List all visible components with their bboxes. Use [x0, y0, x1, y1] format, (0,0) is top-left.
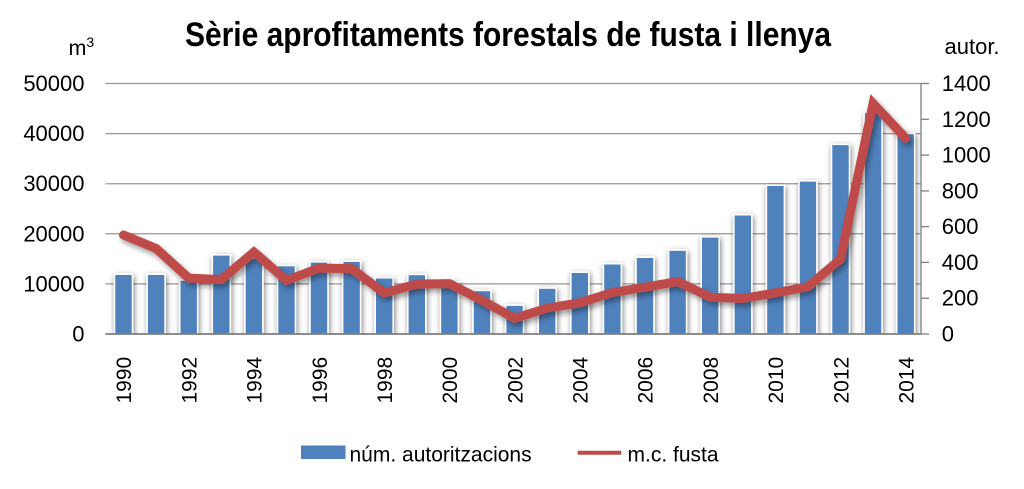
svg-text:30000: 30000 [23, 171, 84, 196]
svg-text:1998: 1998 [374, 357, 397, 404]
svg-text:m3: m3 [69, 34, 95, 60]
svg-text:1992: 1992 [178, 357, 201, 404]
svg-text:2002: 2002 [504, 357, 527, 404]
svg-text:1990: 1990 [113, 357, 136, 404]
svg-text:2010: 2010 [765, 357, 788, 404]
svg-text:1000: 1000 [942, 143, 991, 168]
svg-text:Sèrie aprofitaments forestals: Sèrie aprofitaments forestals de fusta i… [185, 16, 832, 54]
svg-text:2012: 2012 [830, 357, 853, 404]
svg-text:50000: 50000 [23, 71, 84, 96]
svg-text:núm. autoritzacions: núm. autoritzacions [350, 444, 532, 467]
svg-text:0: 0 [942, 322, 954, 347]
svg-text:2004: 2004 [570, 356, 593, 403]
svg-text:2006: 2006 [635, 357, 658, 404]
svg-text:600: 600 [942, 214, 979, 239]
svg-text:200: 200 [942, 286, 979, 311]
svg-text:400: 400 [942, 250, 979, 275]
svg-text:1400: 1400 [942, 71, 991, 96]
svg-text:0: 0 [72, 322, 84, 347]
svg-text:2000: 2000 [439, 357, 462, 404]
svg-text:20000: 20000 [23, 221, 84, 246]
svg-text:2008: 2008 [700, 357, 723, 404]
svg-text:1994: 1994 [244, 356, 267, 403]
svg-text:40000: 40000 [23, 121, 84, 146]
svg-text:2014: 2014 [896, 356, 919, 403]
svg-text:10000: 10000 [23, 271, 84, 296]
svg-text:1200: 1200 [942, 107, 991, 132]
svg-text:1996: 1996 [309, 357, 332, 404]
svg-text:autor.: autor. [945, 34, 1000, 59]
svg-text:800: 800 [942, 178, 979, 203]
svg-text:m.c. fusta: m.c. fusta [628, 444, 719, 467]
